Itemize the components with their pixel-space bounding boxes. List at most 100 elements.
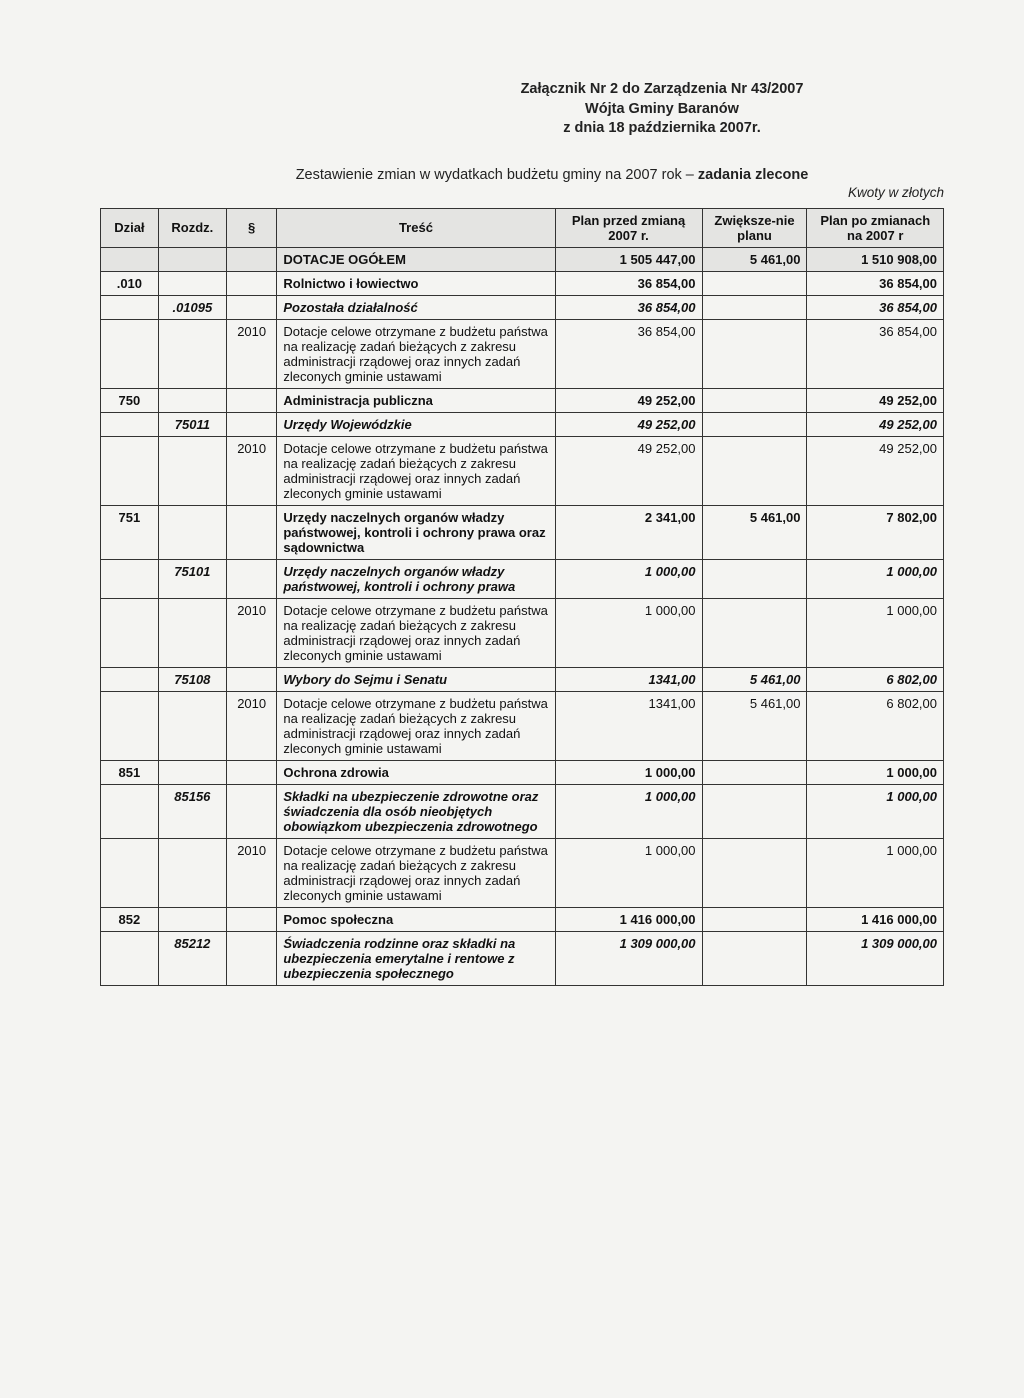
table-header: Dział Rozdz. § Treść Plan przed zmianą 2… [101,208,944,247]
table-row: .01095Pozostała działalność36 854,0036 8… [101,295,944,319]
subtitle-bold: zadania zlecone [698,167,808,183]
cell-increase [702,412,807,436]
table-row: 2010Dotacje celowe otrzymane z budżetu p… [101,598,944,667]
cell-plan-after: 6 802,00 [807,667,944,691]
col-dzial: Dział [101,208,159,247]
cell-dzial [101,691,159,760]
cell-dzial: .010 [101,271,159,295]
cell-par [226,931,276,985]
table-row: 75101Urzędy naczelnych organów władzy pa… [101,559,944,598]
cell-plan-after: 7 802,00 [807,505,944,559]
cell-rozdz: 75108 [158,667,226,691]
cell-dzial [101,667,159,691]
cell-par: 2010 [226,436,276,505]
cell-increase: 5 461,00 [702,505,807,559]
cell-rozdz [158,319,226,388]
cell-dzial [101,598,159,667]
subtitle-prefix: Zestawienie zmian w wydatkach budżetu gm… [296,167,698,183]
cell-plan-before: 49 252,00 [555,412,702,436]
cell-dzial [101,412,159,436]
cell-increase [702,907,807,931]
cell-plan-before: 1 505 447,00 [555,247,702,271]
cell-plan-before: 1341,00 [555,667,702,691]
table-row: 851Ochrona zdrowia1 000,001 000,00 [101,760,944,784]
cell-tresc: Administracja publiczna [277,388,555,412]
cell-dzial [101,295,159,319]
cell-tresc: Urzędy Wojewódzkie [277,412,555,436]
cell-plan-after: 1 309 000,00 [807,931,944,985]
cell-increase [702,760,807,784]
cell-par: 2010 [226,319,276,388]
cell-dzial: 751 [101,505,159,559]
cell-dzial [101,319,159,388]
table-row: 852Pomoc społeczna1 416 000,001 416 000,… [101,907,944,931]
cell-par [226,667,276,691]
cell-rozdz [158,760,226,784]
cell-plan-after: 1 000,00 [807,760,944,784]
table-row: 750Administracja publiczna49 252,0049 25… [101,388,944,412]
budget-table: Dział Rozdz. § Treść Plan przed zmianą 2… [100,208,944,986]
cell-rozdz: 85156 [158,784,226,838]
cell-rozdz [158,907,226,931]
attachment-header: Załącznik Nr 2 do Zarządzenia Nr 43/2007… [380,80,944,139]
cell-tresc: Składki na ubezpieczenie zdrowotne oraz … [277,784,555,838]
cell-tresc: Pozostała działalność [277,295,555,319]
cell-plan-before: 2 341,00 [555,505,702,559]
col-par: § [226,208,276,247]
cell-plan-before: 49 252,00 [555,436,702,505]
cell-par [226,505,276,559]
subtitle: Zestawienie zmian w wydatkach budżetu gm… [160,167,944,183]
cell-tresc: Dotacje celowe otrzymane z budżetu państ… [277,436,555,505]
cell-plan-before: 1 000,00 [555,784,702,838]
cell-par: 2010 [226,838,276,907]
col-plan-before: Plan przed zmianą 2007 r. [555,208,702,247]
cell-plan-before: 1 309 000,00 [555,931,702,985]
cell-rozdz [158,838,226,907]
cell-plan-after: 49 252,00 [807,436,944,505]
table-row: 85212Świadczenia rodzinne oraz składki n… [101,931,944,985]
cell-par [226,271,276,295]
cell-par: 2010 [226,691,276,760]
cell-par [226,784,276,838]
cell-increase [702,931,807,985]
col-rozdz: Rozdz. [158,208,226,247]
header-line-3: z dnia 18 października 2007r. [380,119,944,139]
cell-tresc: Dotacje celowe otrzymane z budżetu państ… [277,319,555,388]
cell-par [226,295,276,319]
cell-tresc: Wybory do Sejmu i Senatu [277,667,555,691]
cell-increase [702,436,807,505]
cell-plan-before: 49 252,00 [555,388,702,412]
cell-tresc: DOTACJE OGÓŁEM [277,247,555,271]
cell-plan-before: 1 000,00 [555,838,702,907]
cell-rozdz: 85212 [158,931,226,985]
cell-dzial [101,838,159,907]
cell-tresc: Pomoc społeczna [277,907,555,931]
cell-plan-after: 1 416 000,00 [807,907,944,931]
cell-plan-before: 1 000,00 [555,559,702,598]
cell-dzial: 750 [101,388,159,412]
cell-plan-after: 49 252,00 [807,388,944,412]
cell-tresc: Dotacje celowe otrzymane z budżetu państ… [277,598,555,667]
cell-tresc: Dotacje celowe otrzymane z budżetu państ… [277,691,555,760]
cell-plan-after: 36 854,00 [807,271,944,295]
cell-tresc: Rolnictwo i łowiectwo [277,271,555,295]
cell-plan-after: 6 802,00 [807,691,944,760]
table-row: DOTACJE OGÓŁEM1 505 447,005 461,001 510 … [101,247,944,271]
cell-increase [702,784,807,838]
cell-par [226,247,276,271]
cell-dzial: 852 [101,907,159,931]
cell-rozdz: 75101 [158,559,226,598]
col-plan-after: Plan po zmianach na 2007 r [807,208,944,247]
cell-par [226,760,276,784]
cell-plan-after: 36 854,00 [807,295,944,319]
cell-increase [702,319,807,388]
cell-plan-before: 36 854,00 [555,319,702,388]
cell-rozdz [158,691,226,760]
col-increase: Zwiększe-nie planu [702,208,807,247]
cell-par [226,412,276,436]
cell-increase [702,388,807,412]
cell-rozdz [158,598,226,667]
col-tresc: Treść [277,208,555,247]
table-row: 75108Wybory do Sejmu i Senatu1341,005 46… [101,667,944,691]
cell-plan-after: 49 252,00 [807,412,944,436]
